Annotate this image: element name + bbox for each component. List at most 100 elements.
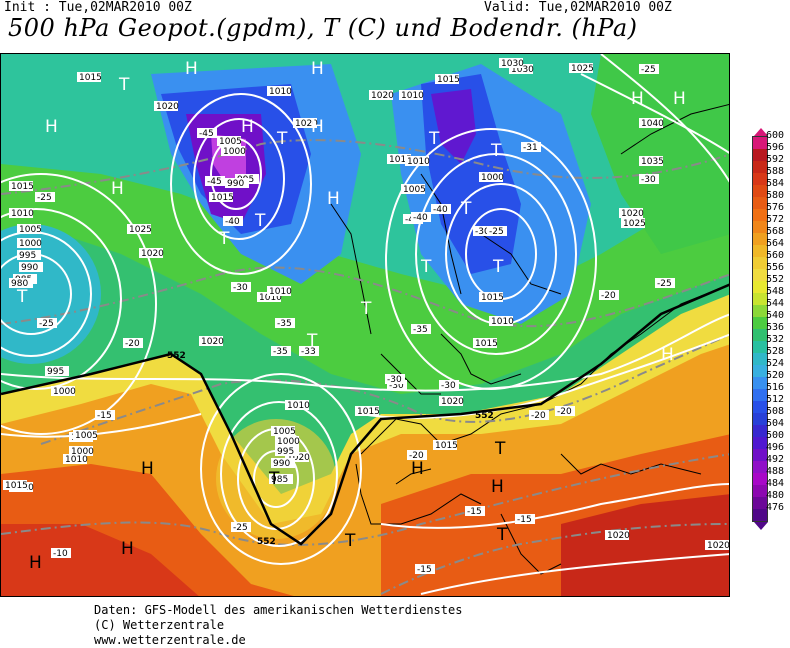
legend-swatch — [753, 353, 767, 365]
pressure-label: 1010 — [489, 316, 514, 327]
high-pressure-symbol: H — [45, 117, 58, 137]
pressure-label-text: 1000 — [19, 239, 42, 249]
legend-swatch — [753, 437, 767, 449]
legend-level-label: 512 — [766, 394, 785, 405]
pressure-label: 1005 — [271, 426, 296, 437]
temperature-label: -45 — [205, 176, 225, 187]
temperature-label-text: -35 — [273, 347, 288, 357]
temperature-label-text: -15 — [417, 565, 432, 575]
pressure-label-text: 1005 — [403, 185, 426, 195]
temperature-label-text: -30 — [233, 283, 248, 293]
pressure-label-text: 1020 — [201, 337, 224, 347]
footer-line-copyright: (C) Wetterzentrale — [94, 618, 225, 632]
legend-level-label: 536 — [766, 322, 785, 333]
geopotential-label: 552 — [475, 411, 494, 421]
low-pressure-symbol: T — [460, 199, 472, 219]
pressure-label: 1020 — [619, 208, 644, 219]
pressure-label: 995 — [275, 446, 299, 457]
temperature-label-text: -25 — [489, 227, 504, 237]
pressure-label: 1015 — [9, 181, 34, 192]
legend-swatch — [753, 185, 767, 197]
pressure-label: 1030 — [499, 58, 524, 69]
temperature-label: -15 — [465, 506, 485, 517]
temperature-label: -15 — [515, 514, 535, 525]
temperature-label: -25 — [655, 278, 675, 289]
temperature-label-text: -20 — [531, 411, 546, 421]
low-pressure-symbol: T — [492, 257, 504, 277]
high-pressure-symbol: H — [121, 539, 134, 559]
temperature-isotherms — [1, 139, 729, 595]
high-pressure-symbol: H — [29, 553, 42, 573]
temperature-label: -30 — [231, 282, 251, 293]
legend-level-label: 480 — [766, 490, 785, 501]
temperature-label-text: -45 — [207, 177, 222, 187]
temperature-label: -35 — [411, 324, 431, 335]
temperature-label-text: -25 — [641, 65, 656, 75]
high-pressure-symbol: H — [327, 189, 340, 209]
pressure-label-text: 1025 — [129, 225, 152, 235]
temperature-label-text: -15 — [97, 411, 112, 421]
pressure-label-text: 1010 — [269, 87, 292, 97]
pressure-label: 1015 — [387, 154, 412, 165]
pressure-label-text: 1015 — [389, 155, 412, 165]
low-pressure-symbol: T — [306, 331, 318, 351]
pressure-label: 1040 — [639, 118, 664, 129]
pressure-label: 1020 — [705, 540, 729, 551]
pressure-label: 1015 — [355, 406, 380, 417]
legend-arrows — [754, 128, 768, 136]
pressure-label-text: 1010 — [287, 401, 310, 411]
color-legend — [752, 128, 770, 532]
pressure-label: 1020 — [439, 396, 464, 407]
legend-level-label: 524 — [766, 358, 785, 369]
low-pressure-symbol: T — [360, 299, 372, 319]
pressure-label: 1010 — [257, 292, 282, 303]
pressure-label-text: 1025 — [623, 219, 646, 229]
purple-east — [431, 89, 476, 164]
pressure-label-text: 1015 — [5, 481, 28, 491]
pressure-label: 990 — [271, 458, 295, 469]
low-pressure-symbol: T — [268, 469, 280, 489]
temperature-label-text: -10 — [53, 549, 68, 559]
temperature-label-text: -15 — [517, 515, 532, 525]
pressure-label-text: 1015 — [79, 73, 102, 83]
legend-swatch — [753, 365, 767, 377]
temperature-label-text: -20 — [125, 339, 140, 349]
temperature-label-text: -15 — [467, 507, 482, 517]
pressure-label: 1010 — [405, 156, 430, 167]
pressure-label-text: 1015 — [475, 339, 498, 349]
pressure-label-text: 1020 — [156, 102, 179, 112]
temperature-label: -20 — [529, 410, 549, 421]
temperature-label: -33 — [299, 346, 319, 357]
temperature-label: -40 — [223, 216, 243, 227]
pressure-label-text: 990 — [227, 179, 244, 189]
temperature-label-text: -35 — [277, 319, 292, 329]
temperature-label: -20 — [599, 290, 619, 301]
temperature-label-text: -30 — [641, 175, 656, 185]
pressure-label-text: 990 — [273, 459, 290, 469]
pressure-label-text: 1010 — [401, 91, 424, 101]
legend-swatch — [753, 449, 767, 461]
temperature-label: -40 — [431, 204, 451, 215]
temperature-label: -45 — [197, 128, 217, 139]
pressure-label-text: 1020 — [371, 91, 394, 101]
temperature-label-text: -25 — [39, 319, 54, 329]
pressure-label-text: 1010 — [491, 317, 514, 327]
high-pressure-symbol: H — [111, 179, 124, 199]
pressure-label: 995 — [45, 366, 69, 377]
legend-level-label: 556 — [766, 262, 785, 273]
pressure-label-text: 1000 — [277, 437, 300, 447]
pressure-label-text: 1005 — [219, 137, 242, 147]
high-pressure-symbol: H — [311, 59, 324, 79]
legend-level-label: 596 — [766, 142, 785, 153]
temperature-label-text: -33 — [301, 347, 316, 357]
temperature-label: -15 — [415, 564, 435, 575]
legend-swatch — [753, 317, 767, 329]
pressure-label-text: 1005 — [273, 427, 296, 437]
legend-swatch — [753, 461, 767, 473]
low-pressure-symbol: T — [494, 439, 506, 459]
legend-level-label: 508 — [766, 406, 785, 417]
temperature-label: -25 — [35, 192, 55, 203]
pressure-label-text: 1035 — [641, 157, 664, 167]
pressure-label: 1010 — [267, 86, 292, 97]
legend-swatch — [753, 473, 767, 485]
